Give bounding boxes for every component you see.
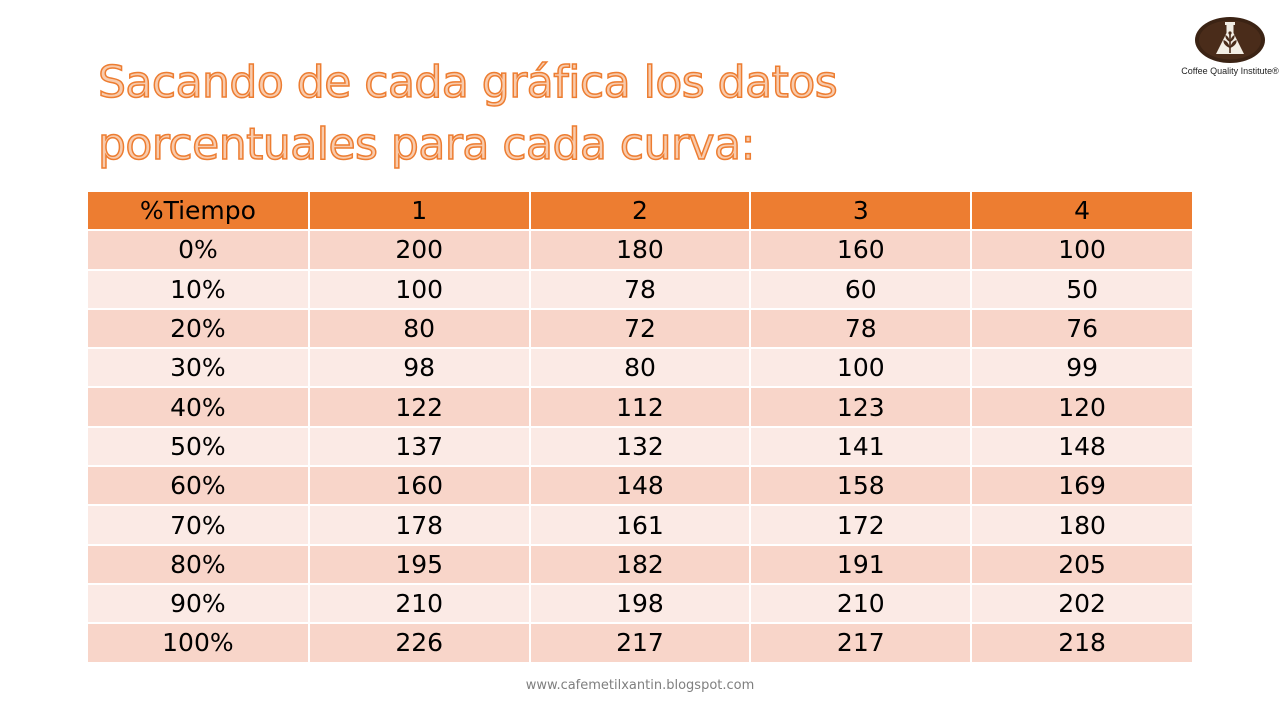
table-cell: 191	[750, 544, 973, 585]
coffee-quality-institute-logo: Coffee Quality Institute®	[1180, 14, 1280, 84]
table-cell: 182	[529, 544, 752, 585]
table-cell: 99	[971, 348, 1192, 389]
table-cell: 76	[971, 308, 1192, 350]
table-cell: 200	[308, 230, 531, 271]
table-cell: 40%	[88, 387, 310, 428]
table-cell: 132	[529, 426, 752, 468]
table-row: 20% 80 72 78 76	[88, 308, 1192, 350]
table-cell: 210	[308, 583, 531, 625]
table-row: 90% 210 198 210 202	[88, 583, 1192, 625]
table-cell: 50	[971, 269, 1192, 310]
table-cell: 217	[529, 623, 752, 664]
table-cell: 100	[308, 269, 531, 310]
table-cell: 202	[971, 583, 1192, 625]
table-cell: 100%	[88, 623, 310, 664]
table-cell: 160	[750, 230, 973, 271]
table-cell: 80%	[88, 544, 310, 585]
footer-url: www.cafemetilxantin.blogspot.com	[525, 678, 755, 693]
table-cell: 122	[308, 387, 531, 428]
table-row: 50% 137 132 141 148	[88, 426, 1192, 468]
table-cell: 98	[308, 348, 531, 389]
table-cell: 148	[529, 466, 752, 507]
table-cell: 123	[750, 387, 973, 428]
header-cell-curve-4: 4	[971, 192, 1192, 232]
table-header-row: %Tiempo 1 2 3 4	[88, 192, 1192, 232]
table-row: 0% 200 180 160 100	[88, 230, 1192, 271]
table-cell: 137	[308, 426, 531, 468]
table-cell: 198	[529, 583, 752, 625]
table-row: 100% 226 217 217 218	[88, 623, 1192, 664]
coffee-plant-flask-icon	[1195, 17, 1265, 63]
header-cell-curve-3: 3	[750, 192, 973, 232]
slide-title-line-1: Sacando de cada gráfica los datos	[97, 56, 838, 109]
table-cell: 60%	[88, 466, 310, 507]
table-cell: 0%	[88, 230, 310, 271]
table-row: 40% 122 112 123 120	[88, 387, 1192, 428]
header-cell-tiempo: %Tiempo	[88, 192, 310, 232]
table-cell: 169	[971, 466, 1192, 507]
table-cell: 172	[750, 505, 973, 546]
table-cell: 226	[308, 623, 531, 664]
table-cell: 10%	[88, 269, 310, 310]
table-cell: 78	[750, 308, 973, 350]
table-cell: 180	[529, 230, 752, 271]
table-cell: 100	[971, 230, 1192, 271]
table-cell: 218	[971, 623, 1192, 664]
table-cell: 90%	[88, 583, 310, 625]
table-cell: 178	[308, 505, 531, 546]
table-cell: 120	[971, 387, 1192, 428]
table-cell: 20%	[88, 308, 310, 350]
table-cell: 78	[529, 269, 752, 310]
table-cell: 141	[750, 426, 973, 468]
table-cell: 161	[529, 505, 752, 546]
table-cell: 80	[308, 308, 531, 350]
table-cell: 160	[308, 466, 531, 507]
table-cell: 112	[529, 387, 752, 428]
table-cell: 195	[308, 544, 531, 585]
table-cell: 50%	[88, 426, 310, 468]
data-table: %Tiempo 1 2 3 4 0% 200 180 160 100 10% 1…	[88, 192, 1192, 664]
table-row: 70% 178 161 172 180	[88, 505, 1192, 546]
header-cell-curve-1: 1	[308, 192, 531, 232]
table-cell: 158	[750, 466, 973, 507]
logo-caption: Coffee Quality Institute®	[1181, 66, 1279, 76]
slide-title-line-2: porcentuales para cada curva:	[97, 118, 756, 171]
table-cell: 72	[529, 308, 752, 350]
header-cell-curve-2: 2	[529, 192, 752, 232]
table-cell: 80	[529, 348, 752, 389]
slide-title: Sacando de cada gráfica los datos porcen…	[97, 52, 998, 176]
table-cell: 30%	[88, 348, 310, 389]
table-cell: 205	[971, 544, 1192, 585]
table-cell: 180	[971, 505, 1192, 546]
table-cell: 217	[750, 623, 973, 664]
table-row: 30% 98 80 100 99	[88, 348, 1192, 389]
table-cell: 70%	[88, 505, 310, 546]
table-cell: 148	[971, 426, 1192, 468]
table-cell: 210	[750, 583, 973, 625]
table-row: 10% 100 78 60 50	[88, 269, 1192, 310]
table-row: 80% 195 182 191 205	[88, 544, 1192, 585]
table-cell: 60	[750, 269, 973, 310]
table-row: 60% 160 148 158 169	[88, 466, 1192, 507]
table-cell: 100	[750, 348, 973, 389]
